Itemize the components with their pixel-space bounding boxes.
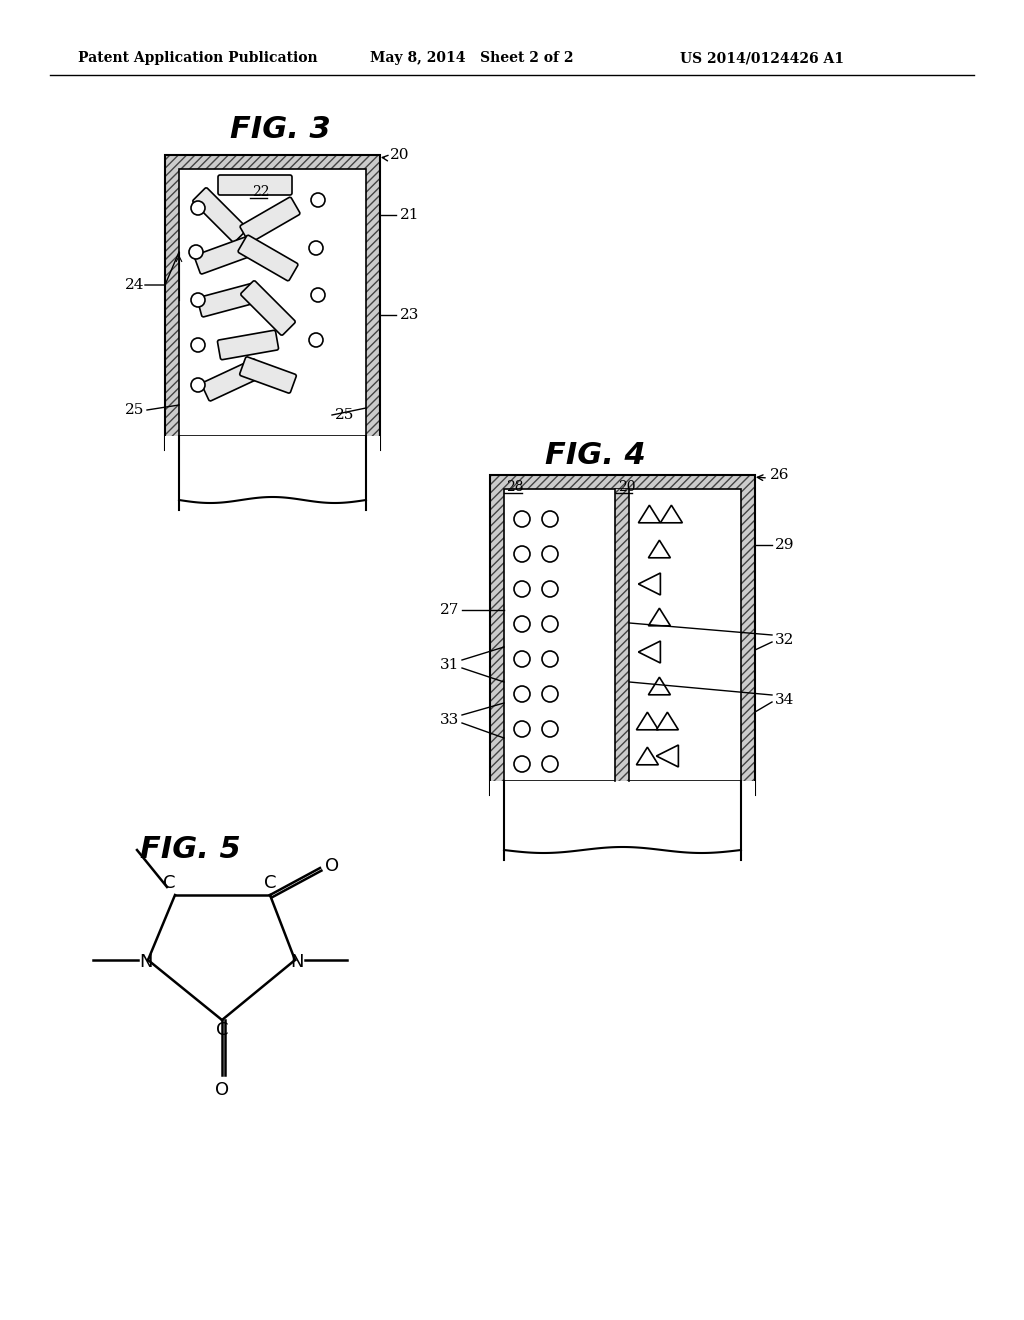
Circle shape (191, 293, 205, 308)
Text: C: C (216, 1020, 228, 1039)
Polygon shape (656, 713, 678, 730)
Polygon shape (638, 642, 660, 663)
Circle shape (542, 686, 558, 702)
Text: N: N (290, 953, 304, 972)
Circle shape (514, 686, 530, 702)
Circle shape (309, 333, 323, 347)
Text: 20: 20 (618, 480, 636, 494)
FancyBboxPatch shape (195, 236, 256, 275)
Bar (366, 169, 380, 436)
Bar (490, 475, 755, 795)
Circle shape (311, 193, 325, 207)
Circle shape (311, 288, 325, 302)
Circle shape (542, 651, 558, 667)
Bar (165, 436, 380, 450)
Circle shape (514, 616, 530, 632)
Text: 22: 22 (252, 185, 269, 199)
Text: C: C (264, 874, 276, 892)
Text: 32: 32 (775, 634, 795, 647)
Text: 25: 25 (335, 408, 354, 422)
FancyBboxPatch shape (241, 281, 295, 335)
Circle shape (514, 721, 530, 737)
Circle shape (542, 511, 558, 527)
Bar (490, 475, 755, 795)
FancyBboxPatch shape (198, 282, 259, 317)
Bar (741, 488, 755, 781)
Bar (504, 781, 741, 795)
Polygon shape (648, 609, 671, 626)
Circle shape (542, 756, 558, 772)
Bar (490, 781, 755, 875)
Polygon shape (660, 506, 682, 523)
Bar (179, 169, 366, 436)
Bar (165, 436, 380, 531)
Text: FIG. 5: FIG. 5 (139, 836, 241, 865)
Bar (165, 154, 380, 450)
Circle shape (542, 581, 558, 597)
Polygon shape (636, 713, 658, 730)
Circle shape (191, 201, 205, 215)
Circle shape (514, 581, 530, 597)
Text: FIG. 4: FIG. 4 (545, 441, 645, 470)
Text: 20: 20 (390, 148, 410, 162)
Text: 21: 21 (400, 209, 420, 222)
FancyBboxPatch shape (218, 176, 292, 195)
Text: 28: 28 (506, 480, 523, 494)
Bar (504, 488, 741, 781)
Bar (165, 154, 380, 450)
Polygon shape (636, 747, 658, 764)
Circle shape (542, 616, 558, 632)
Circle shape (542, 721, 558, 737)
FancyBboxPatch shape (239, 235, 298, 281)
Polygon shape (638, 573, 660, 595)
FancyBboxPatch shape (217, 330, 279, 359)
Text: 24: 24 (125, 279, 144, 292)
Bar (165, 169, 179, 436)
Text: May 8, 2014   Sheet 2 of 2: May 8, 2014 Sheet 2 of 2 (370, 51, 573, 65)
Text: 26: 26 (770, 469, 790, 482)
Polygon shape (656, 744, 678, 767)
Circle shape (514, 651, 530, 667)
Circle shape (189, 246, 203, 259)
FancyBboxPatch shape (240, 197, 300, 243)
FancyBboxPatch shape (240, 356, 296, 393)
Bar (165, 154, 380, 169)
Bar (490, 475, 755, 488)
Circle shape (191, 338, 205, 352)
Circle shape (514, 756, 530, 772)
Polygon shape (638, 506, 660, 523)
Circle shape (542, 546, 558, 562)
Text: US 2014/0124426 A1: US 2014/0124426 A1 (680, 51, 844, 65)
Text: N: N (139, 953, 153, 972)
Text: C: C (163, 874, 175, 892)
Circle shape (191, 378, 205, 392)
Bar (179, 436, 366, 450)
Bar (615, 488, 630, 781)
FancyBboxPatch shape (202, 359, 262, 401)
Polygon shape (648, 677, 671, 694)
FancyBboxPatch shape (193, 187, 247, 243)
Circle shape (514, 511, 530, 527)
Text: 25: 25 (125, 403, 144, 417)
Text: 27: 27 (440, 603, 460, 616)
Text: FIG. 3: FIG. 3 (229, 116, 331, 144)
Text: 34: 34 (775, 693, 795, 708)
Circle shape (514, 546, 530, 562)
Text: 23: 23 (400, 308, 420, 322)
Text: Patent Application Publication: Patent Application Publication (78, 51, 317, 65)
Circle shape (309, 242, 323, 255)
Text: 29: 29 (775, 539, 795, 552)
Text: 31: 31 (440, 657, 460, 672)
Text: 33: 33 (440, 713, 459, 727)
Text: O: O (215, 1081, 229, 1100)
Bar (490, 781, 755, 795)
Polygon shape (648, 540, 671, 558)
Text: O: O (325, 857, 339, 875)
Bar (490, 488, 504, 781)
